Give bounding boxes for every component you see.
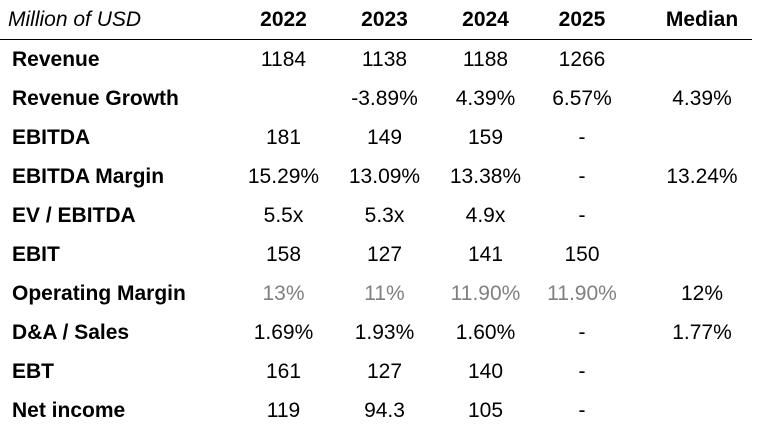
row-label: EBITDA bbox=[12, 126, 91, 149]
table-row: EV / EBITDA 5.5x 5.3x 4.9x - bbox=[0, 196, 759, 235]
table-cell: 1188 bbox=[462, 48, 509, 71]
table-cell: 5.5x bbox=[263, 204, 304, 227]
row-label: Operating Margin bbox=[12, 282, 186, 305]
table-cell bbox=[652, 235, 752, 274]
table-cell: 13.09% bbox=[348, 165, 421, 188]
row-label: EBT bbox=[12, 360, 54, 383]
table-cell: - bbox=[578, 126, 586, 149]
table-cell: - bbox=[578, 204, 586, 227]
table-cell: 5.3x bbox=[364, 204, 405, 227]
table-row: EBT 161 127 140 - bbox=[0, 352, 759, 391]
table-cell: 4.39% bbox=[672, 87, 732, 110]
table-cell: 1.93% bbox=[354, 321, 415, 344]
table-cell: 127 bbox=[366, 243, 403, 266]
row-label: EBITDA Margin bbox=[12, 165, 165, 188]
table-cell: 13% bbox=[262, 282, 305, 305]
table-row: EBIT 158 127 141 150 bbox=[0, 235, 759, 274]
table-cell: - bbox=[578, 399, 586, 422]
table-cell: 13.38% bbox=[449, 165, 522, 188]
row-label: EBIT bbox=[12, 243, 60, 266]
table-cell bbox=[652, 391, 752, 430]
table-cell: 15.29% bbox=[247, 165, 320, 188]
table-cell: 119 bbox=[266, 399, 301, 422]
table-cell: 141 bbox=[467, 243, 504, 266]
table-cell: 161 bbox=[265, 360, 302, 383]
table-cell: 181 bbox=[265, 126, 302, 149]
column-header-2025: 2025 bbox=[558, 8, 606, 31]
table-cell: - bbox=[578, 360, 586, 383]
table-row: EBITDA 181 149 159 - bbox=[0, 118, 759, 157]
table-cell: 159 bbox=[467, 126, 504, 149]
table-cell: -3.89% bbox=[351, 87, 418, 110]
table-caption: Million of USD bbox=[8, 8, 142, 31]
row-label: D&A / Sales bbox=[12, 321, 130, 344]
table-cell bbox=[652, 118, 752, 157]
table-cell: 140 bbox=[467, 360, 504, 383]
table-cell bbox=[652, 196, 752, 235]
table-row: EBITDA Margin 15.29% 13.09% 13.38% - 13.… bbox=[0, 157, 759, 196]
table-row: Revenue Growth -3.89% 4.39% 6.57% 4.39% bbox=[0, 79, 759, 118]
table-cell: 1184 bbox=[260, 48, 307, 71]
table-cell: 4.39% bbox=[455, 87, 516, 110]
column-header-2023: 2023 bbox=[361, 8, 408, 31]
table-cell: 11.90% bbox=[547, 282, 617, 305]
row-label: Net income bbox=[12, 399, 126, 422]
table-cell: 6.57% bbox=[552, 87, 612, 110]
column-header-2024: 2024 bbox=[462, 8, 509, 31]
row-label: EV / EBITDA bbox=[12, 204, 136, 227]
table-cell: 94.3 bbox=[364, 399, 405, 422]
table-cell bbox=[652, 352, 752, 391]
table-row: D&A / Sales 1.69% 1.93% 1.60% - 1.77% bbox=[0, 313, 759, 352]
table-cell: 4.9x bbox=[465, 204, 506, 227]
table-cell: 13.24% bbox=[666, 165, 738, 188]
header-divider bbox=[0, 39, 752, 40]
column-header-median: Median bbox=[665, 8, 739, 31]
table-cell bbox=[233, 79, 334, 118]
table-cell: 127 bbox=[366, 360, 403, 383]
column-header-2022: 2022 bbox=[260, 8, 307, 31]
table-header-row: Million of USD 2022 2023 2024 2025 Media… bbox=[0, 0, 759, 40]
row-label: Revenue bbox=[12, 48, 100, 71]
table-cell: 1.77% bbox=[672, 321, 732, 344]
table-row: Net income 119 94.3 105 - bbox=[0, 391, 759, 427]
table-cell: 1.69% bbox=[253, 321, 314, 344]
row-label: Revenue Growth bbox=[12, 87, 179, 110]
table-cell: 149 bbox=[366, 126, 403, 149]
table-cell bbox=[652, 40, 752, 79]
table-row: Revenue 1184 1138 1188 1266 bbox=[0, 40, 759, 79]
table-cell: 150 bbox=[564, 243, 600, 266]
table-cell: 1138 bbox=[361, 48, 408, 71]
table-cell: 12% bbox=[680, 282, 724, 305]
table-cell: 11% bbox=[364, 282, 405, 305]
table-cell: - bbox=[578, 321, 586, 344]
table-cell: - bbox=[578, 165, 586, 188]
table-row: Operating Margin 13% 11% 11.90% 11.90% 1… bbox=[0, 274, 759, 313]
table-cell: 1.60% bbox=[455, 321, 516, 344]
table-cell: 1266 bbox=[558, 48, 606, 71]
table-cell: 158 bbox=[265, 243, 302, 266]
table-cell: 105 bbox=[467, 399, 504, 422]
table-cell: 11.90% bbox=[450, 282, 521, 305]
